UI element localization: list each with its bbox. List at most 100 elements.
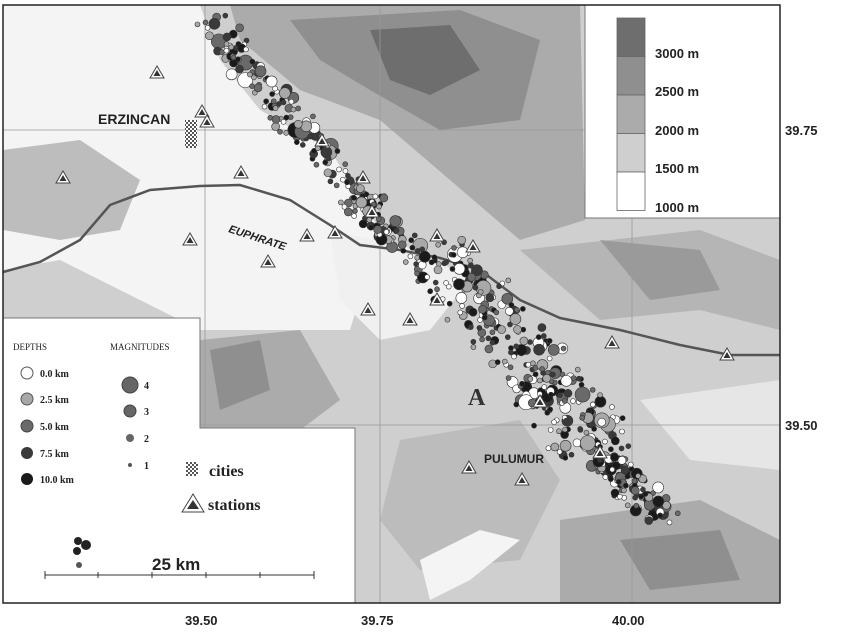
epicenter [560,345,567,352]
epicenter [539,366,545,372]
station-marker-core [59,175,67,181]
epicenter [413,261,419,267]
epicenter [271,122,280,131]
epicenter [295,105,301,112]
epicenter [397,240,407,250]
depth-label: 10.0 km [40,475,75,486]
epicenter [408,237,414,243]
station-marker-core [433,297,441,303]
epicenter [631,486,640,495]
epicenter [625,443,632,449]
epicenter [376,203,382,210]
epicenter [358,219,368,229]
epicenter [556,449,563,455]
epicenter [457,309,464,316]
epicenter [467,257,473,264]
epicenter [572,438,582,448]
epicenter [453,278,465,291]
station-marker-core [264,259,272,265]
epicenter [602,438,608,445]
epicenter [334,148,341,154]
epicenter [222,32,232,42]
epicenter [272,85,278,92]
epicenter [478,305,487,314]
epicenter [333,182,340,189]
y-tick-label: 39.75 [785,123,818,138]
elevation-label: 2000 m [655,123,699,138]
epicenter [325,155,332,162]
epicenter [617,456,627,465]
epicenter [493,309,500,316]
epicenter [563,417,569,424]
epicenter [560,375,573,387]
epicenter [477,317,483,323]
epicenter [352,208,358,214]
epicenter [300,120,313,133]
station-marker-core [186,237,194,243]
epicenter [612,461,621,470]
epicenter [450,252,457,258]
epicenter [505,306,514,316]
epicenter [570,398,576,404]
epicenter [205,31,214,41]
magnitude-label: 2 [144,434,149,445]
elevation-label: 3000 m [655,46,699,61]
epicenter [533,343,545,356]
epicenter [610,453,619,462]
epicenter [632,494,638,501]
epicenter [489,339,496,346]
epicenter [597,392,603,398]
epicenter [623,482,629,489]
epicenter [496,283,502,290]
epicenter [368,224,374,231]
epicenter [270,98,277,105]
epicenter [546,338,553,344]
epicenter [579,435,596,451]
epicenter [597,417,606,427]
epicenter [624,502,631,509]
epicenter [342,168,349,174]
epicenter [409,244,416,251]
epicenter [427,288,433,295]
elevation-swatches [616,17,646,211]
epicenter [576,375,582,382]
epicenter [428,259,435,266]
epicenter [611,436,620,446]
epicenter [341,204,348,210]
x-tick-label: 40.00 [612,613,645,628]
epicenter [383,229,390,235]
epicenter [574,386,591,403]
epicenter [513,401,520,408]
epicenter [366,217,373,223]
epicenter [343,207,353,217]
epicenter [293,119,303,129]
epicenter [431,254,438,261]
epicenter [432,279,439,286]
symbol-legend-panel [3,318,355,603]
station-marker-core [237,170,245,176]
epicenter [253,83,263,93]
epicenter [532,371,539,378]
epicenter [320,146,333,158]
epicenter [504,334,511,340]
epicenter [407,253,414,260]
epicenter [542,374,552,383]
epicenter [355,196,368,209]
epicenter [525,361,532,368]
epicenter [557,392,563,398]
epicenter [459,303,465,309]
epicenter [340,176,346,183]
euphrates-river [3,183,780,357]
epicenter [379,193,389,203]
station-marker-core [608,340,616,346]
depth-label: 5.0 km [40,422,70,433]
label-erzincan: ERZINCAN [98,111,170,127]
epicenter [414,270,420,277]
epicenter [288,98,295,105]
station-marker-core [536,399,544,405]
station-marker-core [433,233,441,239]
epicenter [222,12,229,19]
epicenter [455,292,468,304]
epicenter [514,307,520,313]
epicenter [507,321,513,328]
